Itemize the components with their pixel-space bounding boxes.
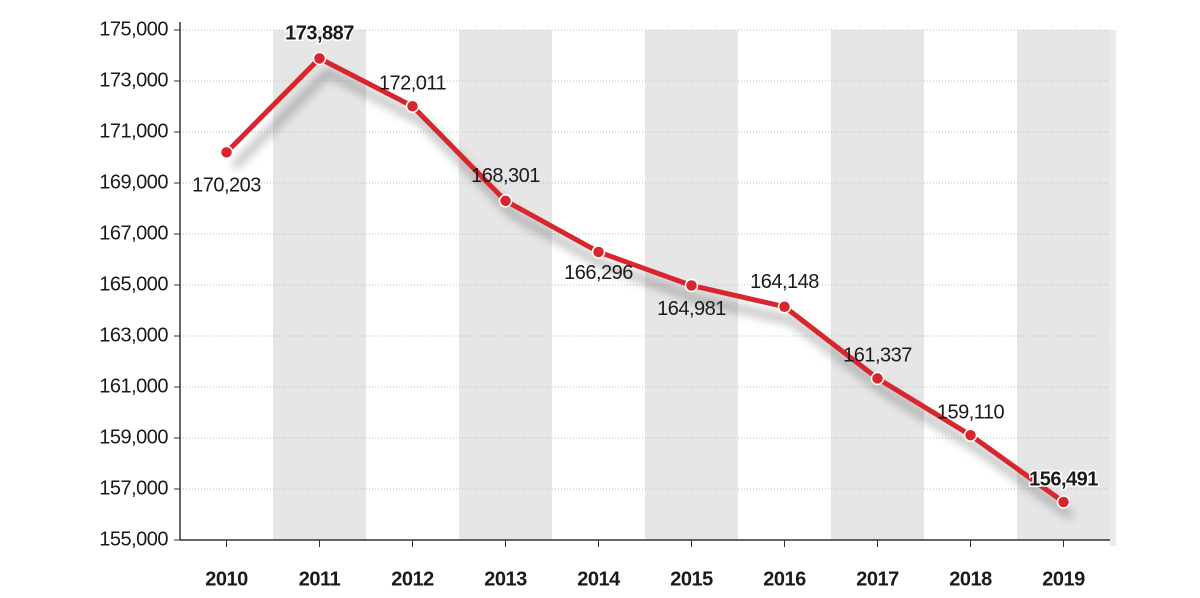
y-tick-label: 171,000 — [99, 120, 168, 142]
y-tick-label: 165,000 — [99, 273, 168, 295]
y-tick-label: 167,000 — [99, 222, 168, 244]
value-label: 161,337 — [843, 345, 912, 367]
y-tick-label: 159,000 — [99, 426, 168, 448]
value-label: 159,110 — [937, 401, 1005, 423]
band — [273, 30, 366, 540]
x-tick-label: 2011 — [299, 568, 341, 590]
plot-shade — [1110, 30, 1116, 546]
band — [831, 30, 924, 540]
x-tick-label: 2010 — [205, 568, 248, 590]
point — [312, 51, 327, 66]
value-label: 164,148 — [750, 271, 819, 293]
y-tick-label: 157,000 — [99, 477, 168, 499]
point — [777, 299, 792, 314]
value-label: 173,887 — [285, 23, 354, 45]
x-tick-label: 2018 — [949, 568, 992, 590]
y-tick-label: 163,000 — [99, 324, 168, 346]
value-label: 156,491 — [1029, 468, 1098, 490]
x-tick-label: 2014 — [577, 568, 621, 590]
point — [219, 145, 234, 160]
point — [684, 278, 699, 293]
point — [405, 99, 420, 113]
x-tick-label: 2015 — [670, 568, 713, 590]
y-tick-label: 173,000 — [99, 69, 168, 91]
y-tick-label: 161,000 — [99, 375, 168, 397]
line-shadow — [232, 68, 1074, 519]
value-label: 164,981 — [657, 298, 726, 320]
point — [1056, 495, 1071, 509]
value-label: 172,011 — [379, 73, 447, 95]
point — [870, 371, 885, 386]
x-tick-label: 2012 — [391, 568, 434, 590]
value-label: 170,203 — [192, 175, 261, 197]
point — [591, 245, 606, 259]
x-tick-label: 2017 — [856, 568, 899, 590]
point — [963, 428, 978, 442]
x-tick-label: 2013 — [484, 568, 527, 590]
x-tick-label: 2019 — [1042, 568, 1085, 590]
line — [224, 55, 1065, 505]
value-label: 168,301 — [471, 165, 540, 187]
x-tick-label: 2016 — [763, 568, 806, 590]
point — [498, 194, 513, 208]
y-tick-label: 169,000 — [99, 171, 168, 193]
value-label: 166,296 — [564, 262, 633, 284]
y-tick-label: 155,000 — [99, 528, 168, 550]
y-tick-label: 175,000 — [99, 18, 168, 40]
band — [1017, 30, 1110, 540]
band — [459, 30, 552, 540]
